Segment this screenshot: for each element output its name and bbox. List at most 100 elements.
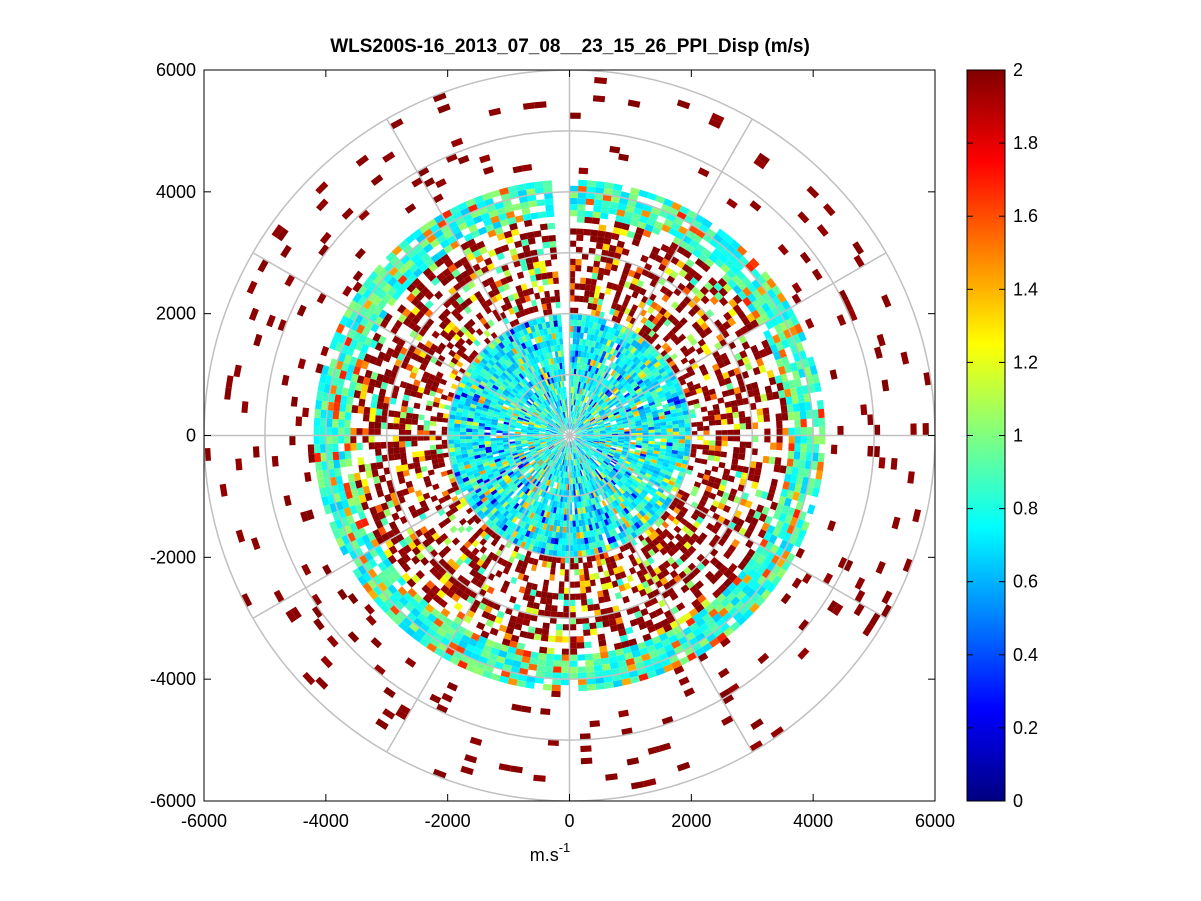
data-cell: [542, 455, 548, 461]
data-cell: [739, 441, 747, 448]
data-cell: [455, 557, 464, 567]
data-cell: [587, 433, 594, 435]
data-cell: [667, 548, 676, 557]
data-cell: [544, 604, 552, 612]
data-cell: [843, 559, 854, 572]
data-cell: [646, 192, 657, 201]
data-cell: [587, 428, 594, 432]
data-cell: [578, 422, 584, 428]
data-cell: [343, 482, 351, 492]
data-cell: [626, 367, 633, 375]
data-cell: [793, 411, 801, 420]
data-cell: [782, 381, 790, 390]
data-cell: [624, 528, 631, 536]
data-cell: [595, 397, 601, 403]
data-cell: [557, 495, 561, 502]
data-cell: [662, 477, 670, 484]
data-cell: [667, 540, 676, 549]
data-cell: [589, 315, 595, 323]
data-cell: [490, 427, 497, 431]
data-cell: [489, 403, 497, 409]
data-cell: [365, 470, 373, 479]
data-cell: [658, 209, 669, 219]
data-cell: [601, 402, 607, 409]
data-cell: [417, 494, 425, 503]
data-cell: [515, 648, 524, 656]
data-cell: [693, 272, 703, 282]
data-cell: [588, 458, 593, 465]
data-cell: [528, 422, 535, 426]
data-cell: [689, 525, 698, 533]
data-cell: [573, 425, 578, 431]
data-cell: [683, 215, 695, 225]
data-cell: [300, 511, 309, 523]
data-cell: [381, 409, 389, 417]
data-cell: [756, 306, 766, 317]
data-cell: [602, 450, 609, 455]
data-cell: [658, 472, 666, 478]
data-cell: [582, 448, 587, 453]
data-cell: [666, 398, 674, 404]
data-cell: [569, 258, 576, 265]
data-cell: [806, 443, 813, 453]
data-cell: [607, 464, 614, 470]
data-cell: [502, 441, 510, 445]
data-cell: [708, 420, 716, 426]
data-cell: [710, 598, 721, 609]
data-cell: [582, 418, 588, 424]
data-cell: [580, 449, 586, 455]
data-cell: [533, 433, 540, 435]
data-cell: [775, 358, 784, 368]
data-cell: [362, 376, 371, 386]
data-cell: [496, 655, 506, 664]
data-cell: [819, 435, 826, 445]
data-cell: [575, 430, 581, 434]
data-cell: [628, 450, 635, 454]
data-cell: [607, 452, 614, 457]
data-cell: [545, 433, 552, 435]
data-cell: [515, 440, 522, 444]
data-cell: [608, 384, 615, 391]
data-cell: [557, 437, 564, 439]
data-cell: [653, 447, 660, 452]
data-cell: [531, 545, 538, 553]
data-cell: [518, 474, 525, 481]
data-cell: [552, 448, 558, 454]
data-cell: [727, 418, 734, 425]
data-cell: [563, 606, 570, 613]
data-cell: [577, 421, 582, 427]
data-cell: [398, 435, 406, 442]
data-cell: [463, 548, 472, 557]
data-cell: [594, 415, 601, 420]
data-cell: [573, 368, 577, 375]
data-cell: [485, 638, 495, 648]
data-cell: [589, 458, 594, 464]
data-cell: [570, 423, 572, 430]
data-cell: [526, 489, 532, 497]
data-cell: [912, 509, 922, 523]
data-cell: [506, 505, 514, 513]
data-cell: [513, 457, 521, 463]
data-cell: [591, 272, 599, 280]
data-cell: [614, 390, 621, 397]
data-cell: [578, 185, 587, 193]
data-cell: [509, 445, 516, 449]
data-cell: [547, 555, 553, 563]
data-cell: [438, 549, 447, 559]
data-cell: [642, 430, 649, 433]
data-cell: [452, 397, 460, 404]
data-cell: [881, 379, 890, 392]
data-cell: [565, 447, 567, 454]
data-cell: [343, 336, 353, 347]
data-cell: [711, 465, 719, 473]
data-cell: [722, 248, 733, 259]
data-cell: [480, 472, 488, 479]
data-cell: [584, 574, 590, 581]
data-cell: [727, 582, 737, 593]
data-cell: [581, 544, 586, 551]
data-cell: [545, 430, 552, 433]
data-cell: [722, 504, 731, 513]
data-cell: [577, 451, 581, 458]
data-cell: [401, 572, 412, 583]
data-cell: [585, 314, 591, 322]
